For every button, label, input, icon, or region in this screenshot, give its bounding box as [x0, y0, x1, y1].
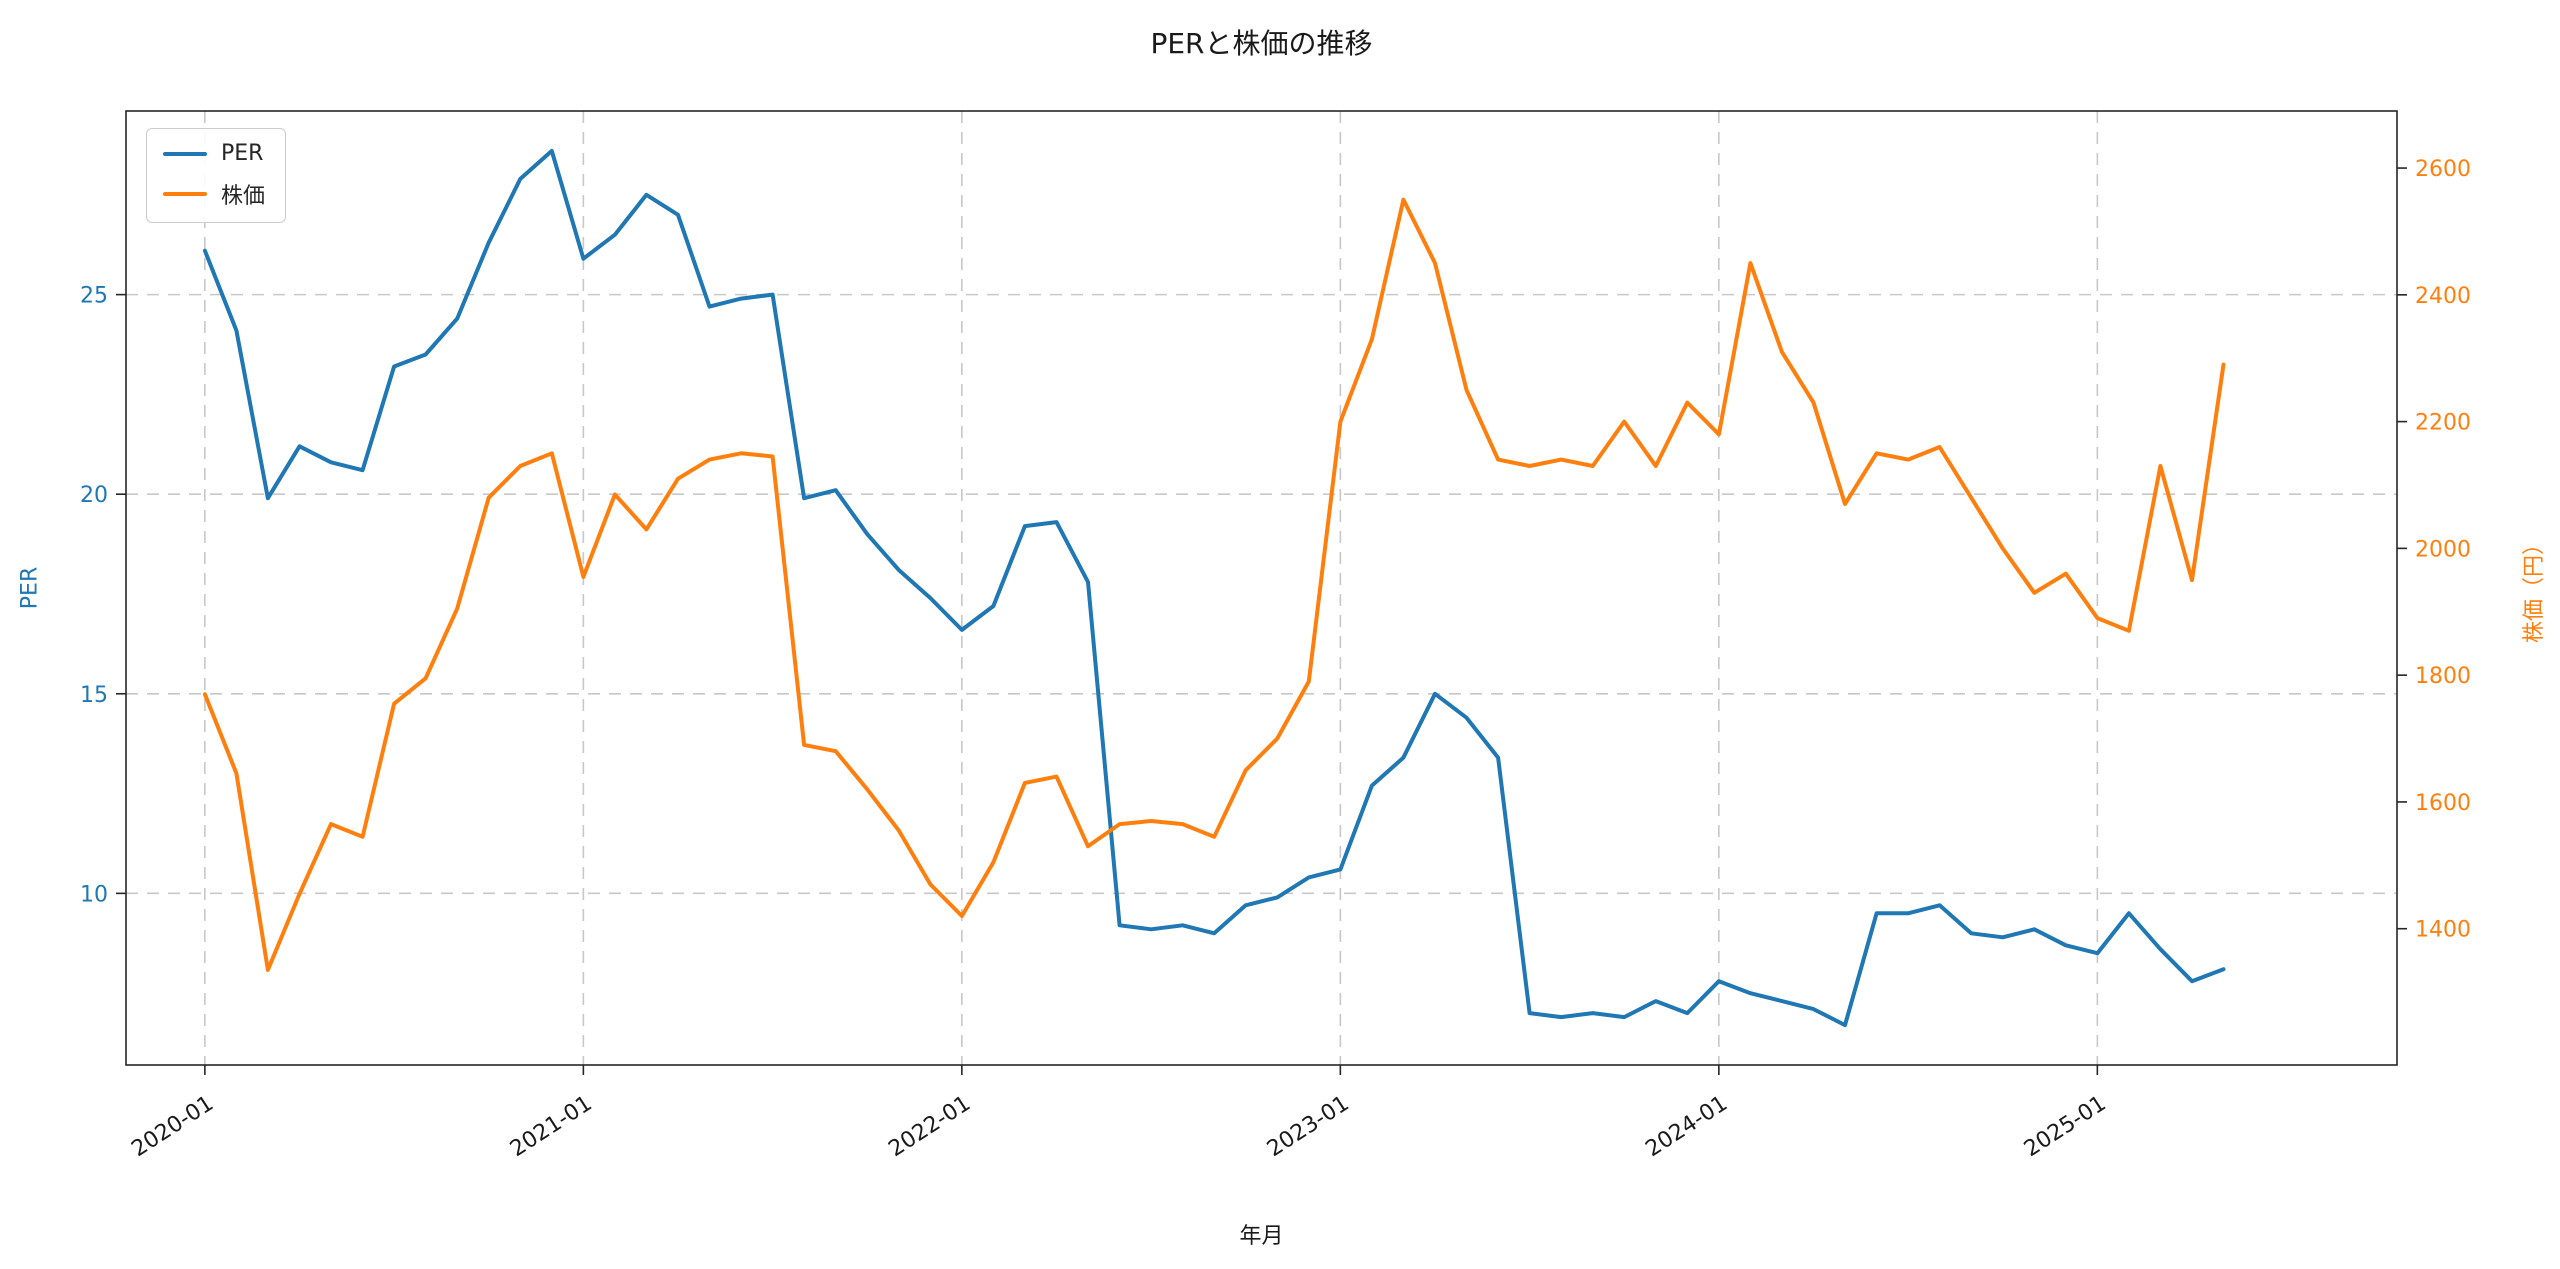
x-tick-label: 2020-01 [127, 1091, 218, 1162]
per-line-swatch [163, 151, 207, 156]
x-tick-label: 2022-01 [884, 1091, 975, 1162]
legend-label-per: PER [221, 141, 264, 166]
left-tick-label: 20 [80, 483, 108, 508]
right-tick-label: 1400 [2415, 918, 2471, 943]
right-tick-label: 1600 [2415, 791, 2471, 816]
right-tick-label: 2600 [2415, 157, 2471, 182]
price-line [202, 197, 2226, 972]
right-tick-label: 2000 [2415, 537, 2471, 562]
left-tick-label: 15 [80, 683, 108, 708]
price-line-swatch [163, 192, 207, 196]
x-tick-label: 2025-01 [2020, 1091, 2111, 1162]
left-tick-label: 25 [80, 284, 108, 309]
left-tick-label: 10 [80, 882, 108, 907]
legend-item-price: 株価 [163, 178, 265, 210]
chart-title: PERと株価の推移 [1150, 27, 1373, 60]
legend-item-per: PER [163, 141, 265, 166]
right-tick-label: 1800 [2415, 664, 2471, 689]
right-tick-label: 2200 [2415, 411, 2471, 436]
x-tick-label: 2024-01 [1641, 1091, 1732, 1162]
plot-border [125, 110, 2398, 1066]
legend-label-price: 株価 [221, 184, 266, 209]
right-tick-label: 2400 [2415, 284, 2471, 309]
x-tick-label: 2023-01 [1263, 1091, 1354, 1162]
per-line [202, 148, 2226, 1028]
x-tick-label: 2021-01 [506, 1091, 597, 1162]
x-axis-label: 年月 [1239, 1224, 1284, 1249]
legend: PER 株価 [146, 128, 287, 223]
